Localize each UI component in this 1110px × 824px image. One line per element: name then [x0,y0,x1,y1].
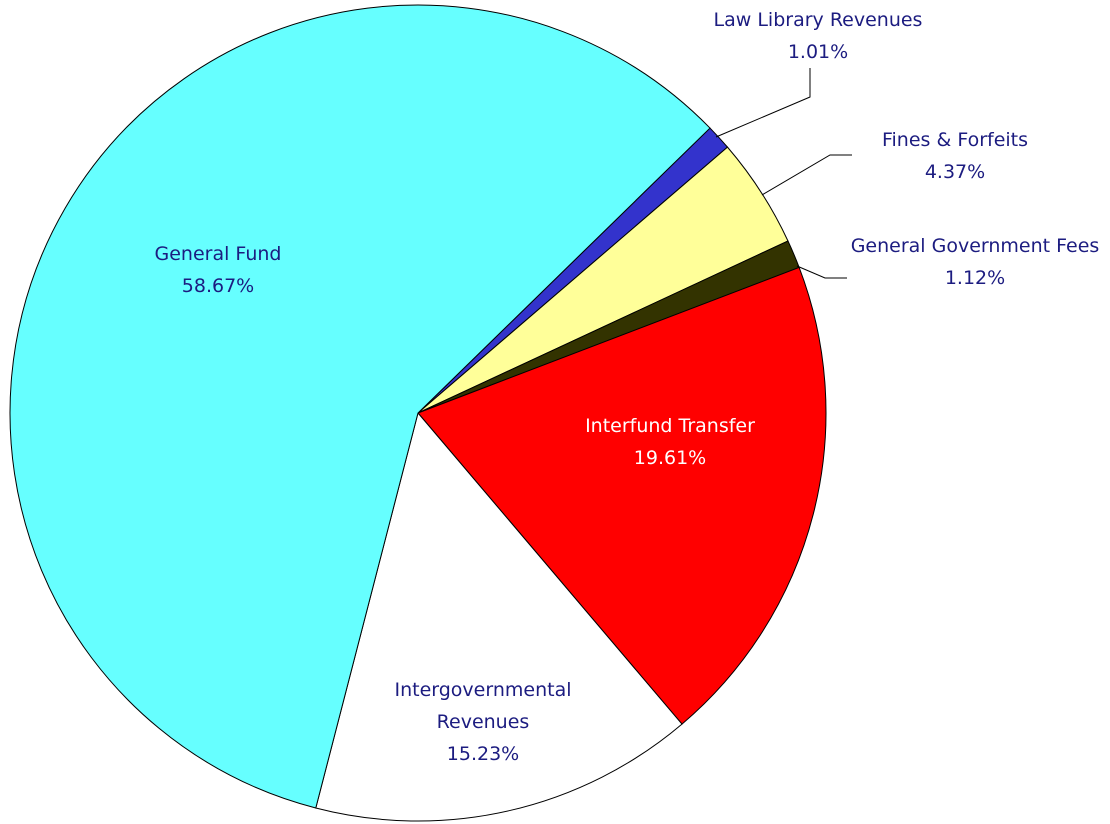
leader-line [761,154,852,196]
slice-value-label: 15.23% [446,743,520,765]
slice-value-label: 19.61% [633,447,707,469]
slice-value-label: 1.12% [944,267,1006,289]
slice-label: Interfund Transfer [585,415,755,437]
leader-line [715,68,811,138]
slice-label: Law Library Revenues [713,9,923,31]
pie-slice [417,266,827,725]
slice-value-label: 1.01% [787,41,849,63]
slice-label: Intergovernmental Revenues [394,679,572,733]
slice-label: General Government Fees [850,235,1100,257]
leader-line [796,265,847,279]
slice-value-label: 4.37% [924,161,986,183]
slice-label: Fines & Forfeits [881,129,1029,151]
pie-slice [9,4,711,809]
slice-label: General Fund [154,243,282,265]
pie-slice [315,411,683,822]
slice-value-label: 58.67% [181,275,255,297]
